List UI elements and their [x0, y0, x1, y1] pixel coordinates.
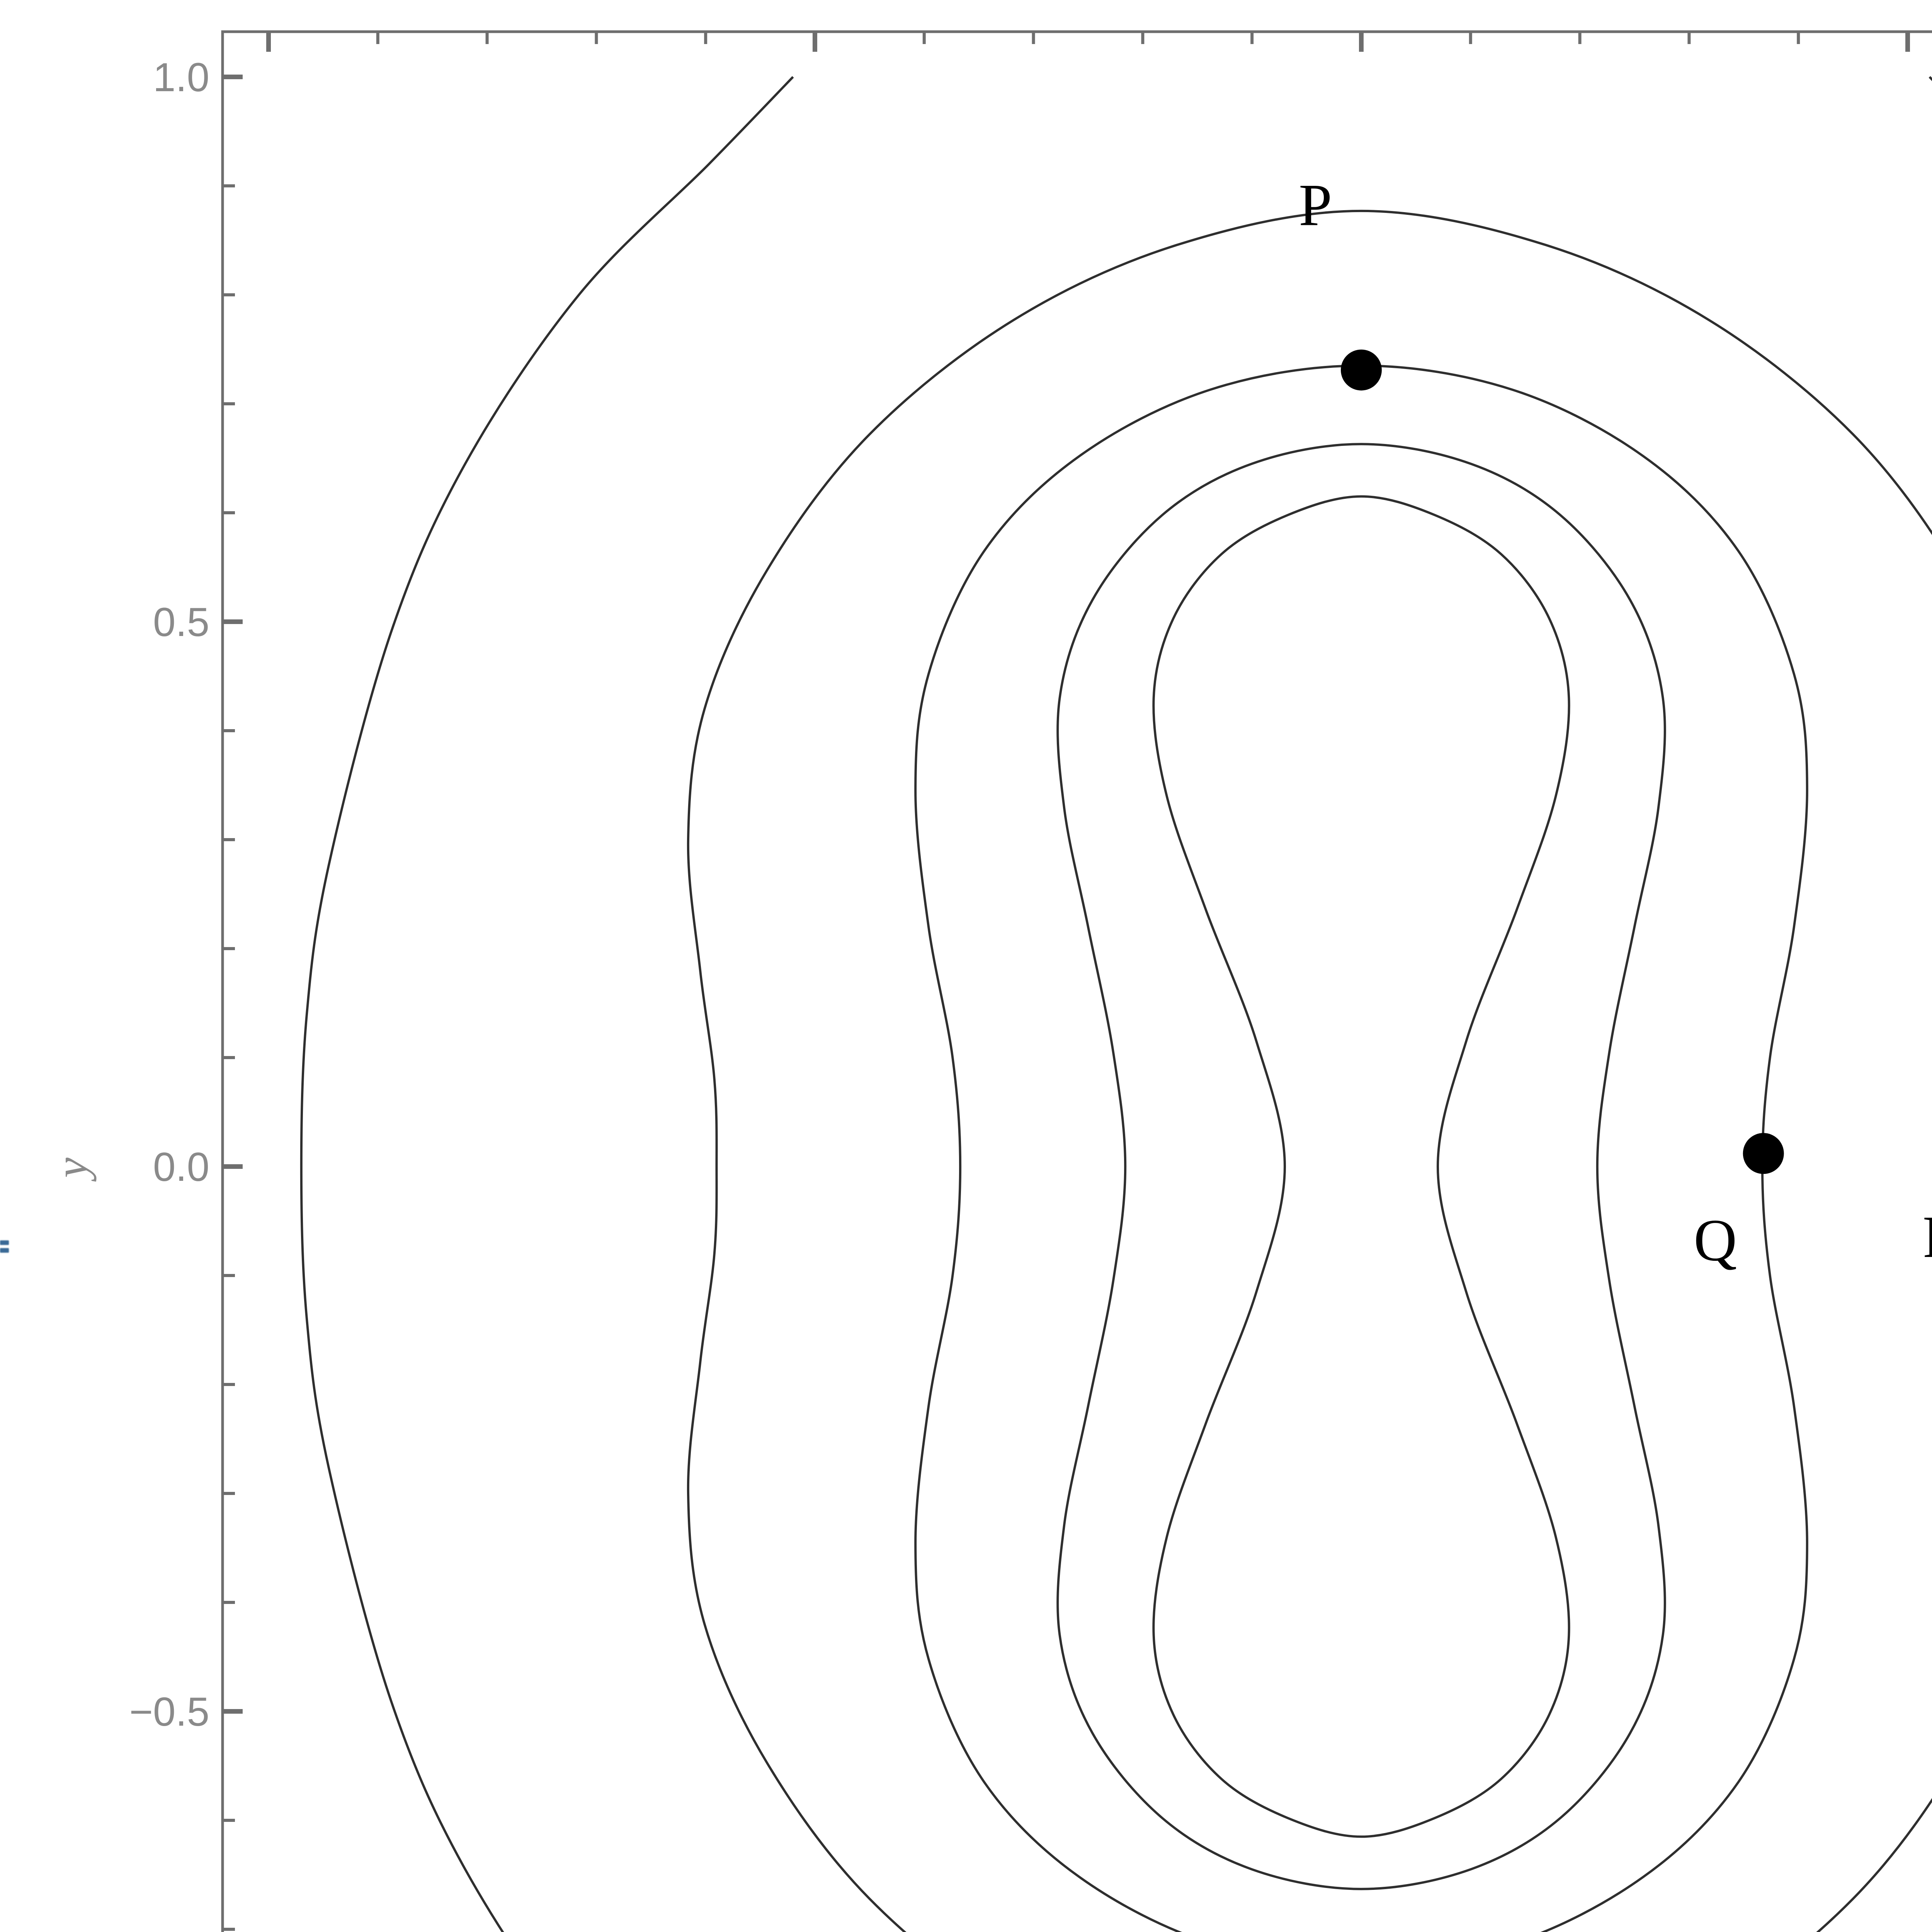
y-tick-label: 0.5: [153, 600, 209, 645]
point-marker-P: [1341, 349, 1382, 391]
point-label-Q: Q: [1694, 1207, 1737, 1274]
contour-level-1-inner-peanut: [1152, 495, 1570, 1838]
contour-level-3-through-P-and-Q: [914, 364, 1808, 1932]
contour-level-4-through-R: [687, 209, 1932, 1932]
contour-level-2-peanut: [1056, 443, 1666, 1890]
point-label-R: R: [1923, 1204, 1932, 1270]
y-tick-label: 1.0: [153, 55, 209, 100]
contour-level-5-outer-arc-left: [300, 76, 794, 1932]
bracket-bar: [0, 1240, 9, 1245]
point-label-P: P: [1299, 172, 1332, 238]
axis-ticks: [223, 32, 1910, 1931]
contour-lines: [300, 76, 1932, 1932]
plot-frame: [221, 30, 1932, 1932]
notebook-cell-bracket-mark-icon: [0, 1240, 10, 1254]
data-point-markers: [1341, 349, 1784, 1174]
bracket-bar: [0, 1248, 9, 1253]
contour-level-5-outer-arc-right: [1929, 76, 1932, 81]
y-tick-label: −0.5: [129, 1689, 209, 1735]
point-marker-Q: [1743, 1133, 1784, 1174]
y-axis-label: y: [46, 1157, 97, 1182]
y-tick-labels: −1.0 −0.5 0.0 0.5 1.0: [129, 55, 209, 1735]
y-tick-label: 0.0: [153, 1145, 209, 1190]
